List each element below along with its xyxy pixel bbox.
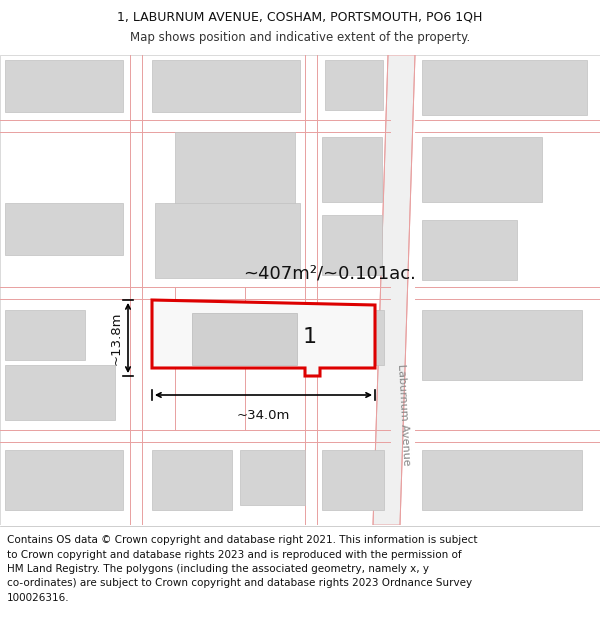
- Text: ~34.0m: ~34.0m: [236, 409, 290, 422]
- Text: to Crown copyright and database rights 2023 and is reproduced with the permissio: to Crown copyright and database rights 2…: [7, 549, 461, 559]
- Bar: [422, 220, 517, 280]
- Bar: [322, 450, 384, 510]
- Bar: [5, 203, 123, 255]
- Bar: [5, 310, 85, 360]
- Bar: [152, 450, 232, 510]
- Bar: [322, 215, 382, 275]
- Text: HM Land Registry. The polygons (including the associated geometry, namely x, y: HM Land Registry. The polygons (includin…: [7, 564, 429, 574]
- Text: 1: 1: [303, 327, 317, 347]
- Text: Contains OS data © Crown copyright and database right 2021. This information is : Contains OS data © Crown copyright and d…: [7, 535, 478, 545]
- Text: 1, LABURNUM AVENUE, COSHAM, PORTSMOUTH, PO6 1QH: 1, LABURNUM AVENUE, COSHAM, PORTSMOUTH, …: [118, 11, 482, 24]
- Bar: [155, 203, 300, 278]
- Text: Map shows position and indicative extent of the property.: Map shows position and indicative extent…: [130, 31, 470, 44]
- Polygon shape: [373, 55, 415, 525]
- Bar: [192, 313, 297, 365]
- Bar: [325, 60, 383, 110]
- Bar: [422, 310, 582, 380]
- Text: co-ordinates) are subject to Crown copyright and database rights 2023 Ordnance S: co-ordinates) are subject to Crown copyr…: [7, 579, 472, 589]
- Bar: [322, 310, 384, 365]
- Polygon shape: [152, 300, 375, 376]
- Bar: [5, 60, 123, 112]
- Bar: [322, 137, 382, 202]
- Bar: [422, 450, 582, 510]
- Text: 100026316.: 100026316.: [7, 593, 70, 603]
- Bar: [175, 132, 295, 217]
- Bar: [422, 60, 587, 115]
- Text: ~13.8m: ~13.8m: [110, 311, 123, 365]
- Bar: [422, 137, 542, 202]
- Bar: [152, 60, 300, 112]
- Bar: [240, 450, 305, 505]
- Text: Laburnum Avenue: Laburnum Avenue: [397, 364, 412, 466]
- Text: ~407m²/~0.101ac.: ~407m²/~0.101ac.: [243, 264, 416, 282]
- Bar: [5, 365, 115, 420]
- Bar: [5, 450, 123, 510]
